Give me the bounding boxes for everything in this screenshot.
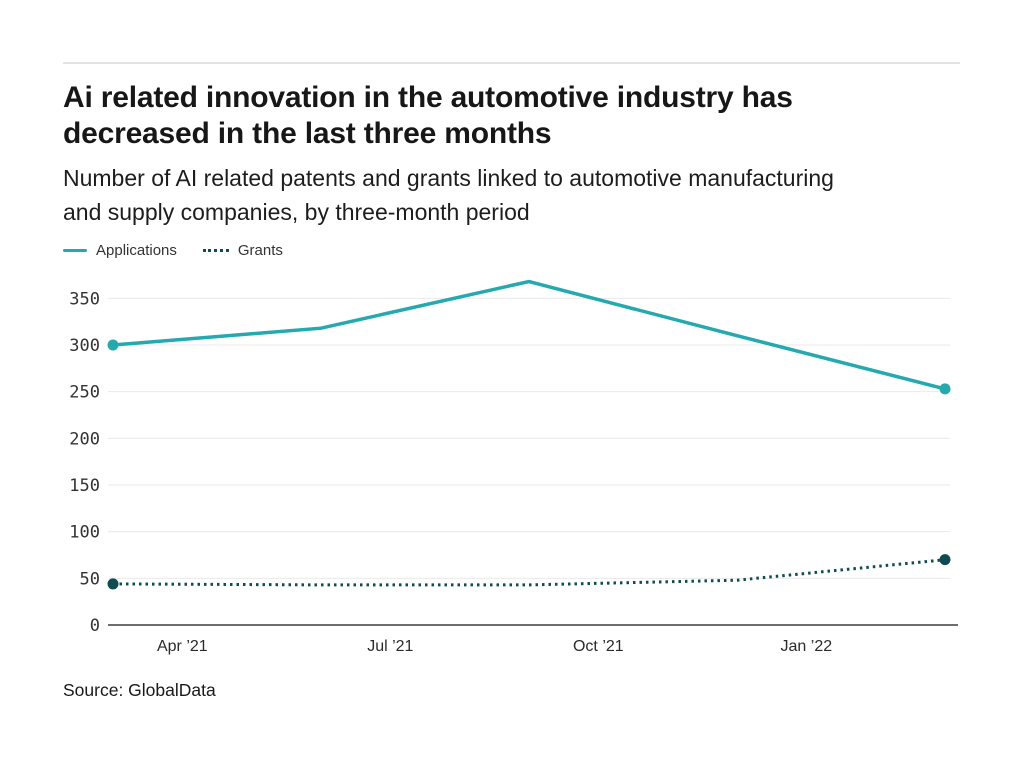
applications-point-marker — [107, 339, 119, 351]
y-tick-label: 150 — [69, 476, 100, 496]
x-tick-label: Jan ’22 — [781, 638, 833, 655]
x-tick-label: Apr ’21 — [157, 638, 208, 655]
x-tick-label: Oct ’21 — [573, 638, 624, 655]
legend-item-grants: Grants — [202, 242, 283, 259]
y-tick-label: 300 — [69, 336, 100, 356]
grants-line — [112, 558, 946, 587]
grants-point-marker — [939, 554, 951, 566]
y-tick-label: 200 — [69, 429, 100, 449]
y-tick-label: 250 — [69, 383, 100, 403]
y-tick-label: 100 — [69, 523, 100, 543]
legend: Applications Grants — [63, 242, 283, 259]
grants-line-swatch — [202, 249, 229, 252]
source-note: Source: GlobalData — [63, 680, 216, 700]
chart-title: Ai related innovation in the automotive … — [63, 81, 793, 150]
x-tick-label: Jul ’21 — [367, 638, 413, 655]
legend-item-applications: Applications — [63, 242, 177, 259]
y-tick-label: 50 — [80, 569, 100, 589]
line-chart: 0 50 100 150 200 250 300 350 Apr ’21 Jul ’21 Oct ’… — [69, 279, 958, 655]
top-divider — [63, 62, 960, 64]
applications-point-marker — [939, 383, 951, 395]
y-tick-label: 0 — [90, 616, 100, 636]
legend-label-applications: Applications — [96, 242, 177, 259]
grants-point-marker — [107, 578, 119, 590]
chart-subtitle: Number of AI related patents and grants … — [63, 165, 834, 225]
applications-line — [112, 279, 946, 391]
legend-label-grants: Grants — [237, 242, 283, 259]
y-tick-label: 350 — [69, 289, 100, 309]
applications-line-swatch — [63, 249, 87, 252]
